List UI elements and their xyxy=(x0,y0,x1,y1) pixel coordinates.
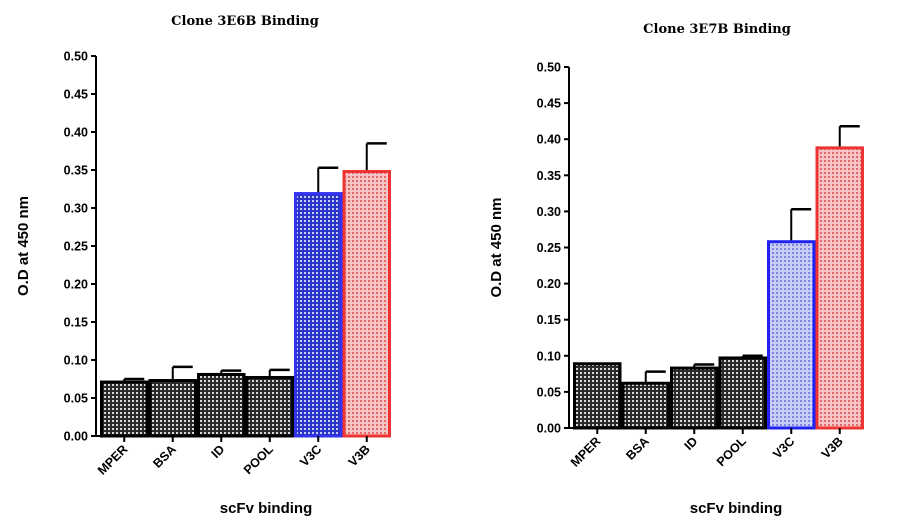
chart-title: Clone 3E7B Binding xyxy=(643,22,791,37)
bar-id xyxy=(197,372,246,438)
chart-title: Clone 3E6B Binding xyxy=(171,14,319,29)
y-tick-label: 0.35 xyxy=(537,169,561,183)
bar-id xyxy=(670,366,719,430)
x-tick-label-v3b: V3B xyxy=(819,434,846,461)
chart-clone-3e6b: Clone 3E6B Binding 0.00 0.05 0.10 0.15 0.20 0.… xyxy=(15,14,391,517)
y-tick-label: 0.20 xyxy=(537,277,561,291)
x-tick-label-v3c: V3C xyxy=(770,434,797,461)
y-tick-label: 0.25 xyxy=(537,241,561,255)
x-axis-label: scFv binding xyxy=(220,500,313,517)
bar-v3b xyxy=(342,170,391,438)
y-tick-label: 0.45 xyxy=(537,97,561,111)
y-tick-label: 0.30 xyxy=(537,205,561,219)
y-tick-label: 0.40 xyxy=(537,133,561,147)
x-tick-label-mper: MPER xyxy=(95,442,130,477)
x-tick-label-id: ID xyxy=(209,442,228,461)
y-tick-label: 0.35 xyxy=(64,164,88,178)
y-tick-label: 0.00 xyxy=(537,422,561,436)
y-tick-label: 0.00 xyxy=(64,430,88,444)
x-axis-label: scFv binding xyxy=(690,500,783,517)
x-tick-label-id: ID xyxy=(682,434,701,453)
bar-mper xyxy=(100,380,149,438)
bar-v3b xyxy=(815,146,864,430)
y-axis-label: O.D at 450 nm xyxy=(15,196,32,296)
x-tick-label-bsa: BSA xyxy=(150,442,179,471)
bar-pool xyxy=(245,375,294,438)
bar-bsa xyxy=(148,379,197,438)
y-tick-label: 0.10 xyxy=(64,354,88,368)
x-tick-label-v3b: V3B xyxy=(346,442,373,469)
y-tick-label: 0.15 xyxy=(64,316,88,330)
y-tick-label: 0.10 xyxy=(537,349,561,363)
x-tick-label-bsa: BSA xyxy=(623,434,652,463)
y-tick-label: 0.05 xyxy=(537,385,561,399)
x-tick-label-pool: POOL xyxy=(241,442,276,477)
bar-mper xyxy=(573,362,622,430)
y-tick-label: 0.40 xyxy=(64,126,88,140)
y-tick-label: 0.25 xyxy=(64,240,88,254)
x-tick-label-mper: MPER xyxy=(568,434,603,469)
y-tick-label: 0.05 xyxy=(64,392,88,406)
bar-bsa xyxy=(621,381,670,430)
y-tick-label: 0.30 xyxy=(64,202,88,216)
y-tick-label: 0.50 xyxy=(64,50,88,64)
x-tick-label-pool: POOL xyxy=(714,434,749,469)
bar-v3c xyxy=(767,240,816,430)
y-axis-label: O.D at 450 nm xyxy=(488,197,505,297)
bar-v3c xyxy=(294,192,343,438)
y-tick-label: 0.20 xyxy=(64,278,88,292)
y-tick-label: 0.50 xyxy=(537,61,561,75)
x-tick-label-v3c: V3C xyxy=(297,442,324,469)
chart-clone-3e7b: Clone 3E7B Binding 0.00 0.05 0.10 0.15 0.20 0.… xyxy=(488,22,864,517)
y-tick-label: 0.45 xyxy=(64,88,88,102)
y-tick-label: 0.15 xyxy=(537,313,561,327)
bar-pool xyxy=(718,356,767,430)
